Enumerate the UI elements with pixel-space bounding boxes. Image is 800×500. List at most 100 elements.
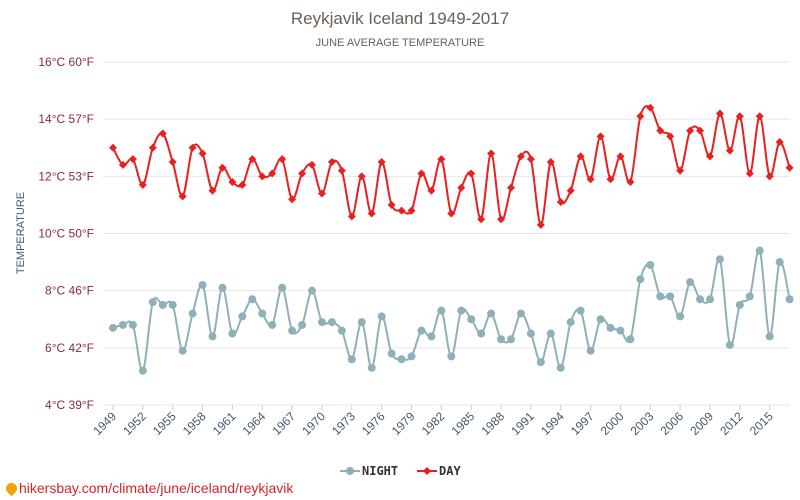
day-point[interactable] (626, 178, 635, 187)
day-point[interactable] (248, 155, 257, 164)
night-point[interactable] (278, 283, 287, 292)
night-point[interactable] (447, 352, 456, 361)
day-point[interactable] (367, 209, 376, 218)
day-point[interactable] (546, 158, 555, 167)
night-point[interactable] (248, 295, 257, 304)
night-point[interactable] (128, 320, 137, 329)
night-point[interactable] (258, 309, 267, 318)
day-point[interactable] (327, 158, 336, 167)
night-point[interactable] (228, 329, 237, 338)
night-point[interactable] (596, 315, 605, 324)
night-point[interactable] (178, 346, 187, 355)
night-point[interactable] (626, 335, 635, 344)
day-point[interactable] (785, 163, 794, 172)
night-point[interactable] (775, 258, 784, 267)
night-point[interactable] (477, 329, 486, 338)
night-point[interactable] (427, 332, 436, 341)
day-point[interactable] (507, 183, 515, 192)
night-point[interactable] (556, 363, 565, 372)
night-point[interactable] (735, 300, 744, 309)
night-point[interactable] (715, 255, 724, 264)
day-point[interactable] (536, 220, 545, 229)
day-point[interactable] (477, 215, 486, 224)
night-point[interactable] (785, 295, 794, 304)
night-point[interactable] (268, 320, 277, 329)
day-point[interactable] (606, 175, 615, 184)
day-point[interactable] (676, 166, 685, 175)
day-point[interactable] (417, 169, 426, 178)
day-point[interactable] (397, 206, 406, 215)
night-point[interactable] (337, 326, 346, 335)
night-point[interactable] (168, 300, 177, 309)
night-point[interactable] (656, 292, 665, 301)
day-point[interactable] (706, 152, 714, 161)
day-point[interactable] (317, 189, 326, 198)
night-point[interactable] (208, 332, 217, 341)
night-point[interactable] (646, 260, 655, 269)
source-link[interactable]: hikersbay.com/climate/june/iceland/reykj… (3, 480, 293, 497)
day-point[interactable] (377, 158, 386, 167)
day-point[interactable] (208, 186, 217, 195)
day-point[interactable] (357, 172, 366, 181)
day-point[interactable] (347, 212, 356, 221)
night-point[interactable] (188, 309, 197, 318)
day-point[interactable] (138, 180, 147, 189)
day-point[interactable] (337, 166, 346, 175)
day-point[interactable] (636, 112, 645, 121)
day-point[interactable] (487, 149, 496, 158)
day-point[interactable] (228, 178, 237, 187)
night-point[interactable] (606, 323, 615, 332)
day-point[interactable] (526, 155, 535, 164)
night-point[interactable] (377, 312, 386, 321)
night-point[interactable] (367, 363, 376, 372)
day-point[interactable] (735, 112, 744, 121)
day-point[interactable] (596, 132, 605, 141)
day-point[interactable] (686, 126, 695, 135)
night-point[interactable] (706, 295, 714, 304)
night-point[interactable] (407, 352, 416, 361)
day-point[interactable] (457, 183, 466, 192)
night-point[interactable] (487, 309, 496, 318)
night-point[interactable] (317, 318, 326, 327)
day-point[interactable] (566, 186, 575, 195)
day-point[interactable] (178, 192, 187, 201)
night-point[interactable] (586, 346, 595, 355)
night-point[interactable] (308, 286, 316, 295)
night-point[interactable] (118, 320, 127, 329)
night-point[interactable] (218, 283, 227, 292)
night-point[interactable] (576, 306, 585, 315)
day-point[interactable] (258, 172, 267, 181)
night-point[interactable] (686, 278, 695, 287)
night-point[interactable] (347, 355, 356, 364)
night-point[interactable] (755, 246, 764, 255)
day-point[interactable] (696, 126, 705, 135)
day-point[interactable] (387, 200, 396, 209)
night-point[interactable] (437, 306, 446, 315)
night-point[interactable] (457, 306, 466, 315)
day-point[interactable] (437, 155, 446, 164)
night-point[interactable] (507, 335, 515, 344)
night-point[interactable] (546, 329, 555, 338)
day-point[interactable] (467, 169, 476, 178)
night-point[interactable] (526, 329, 535, 338)
night-point[interactable] (616, 326, 625, 335)
night-point[interactable] (516, 309, 525, 318)
day-point[interactable] (168, 158, 177, 167)
night-point[interactable] (148, 298, 157, 307)
night-point[interactable] (138, 366, 147, 375)
night-point[interactable] (745, 292, 754, 301)
night-point[interactable] (397, 355, 406, 364)
day-point[interactable] (586, 175, 595, 184)
day-point[interactable] (407, 206, 416, 215)
night-point[interactable] (158, 300, 167, 309)
night-point[interactable] (636, 275, 645, 284)
day-point[interactable] (447, 209, 456, 218)
night-point[interactable] (725, 340, 734, 349)
day-point[interactable] (427, 186, 436, 195)
day-point[interactable] (646, 103, 655, 112)
day-point[interactable] (725, 146, 734, 155)
day-point[interactable] (298, 169, 307, 178)
night-point[interactable] (666, 292, 675, 301)
day-point[interactable] (576, 152, 585, 161)
night-point[interactable] (288, 326, 297, 335)
